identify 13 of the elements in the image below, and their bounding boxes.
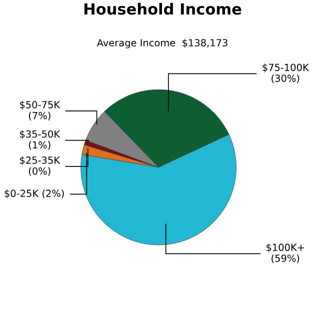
- data-label: (59%): [272, 254, 300, 264]
- slice-label: $100K+: [266, 244, 304, 252]
- chart-subtitle: Average Income $138,173: [96, 38, 228, 48]
- text: (0%): [28, 167, 50, 176]
- slice-label: $50-75K: [20, 100, 60, 110]
- data-label: (7%): [28, 112, 50, 120]
- chart-title: Household Income: [84, 2, 242, 15]
- slice-label: $75-100K: [262, 64, 310, 72]
- data-label: (1%): [28, 141, 50, 150]
- slice-label: $35-50K: [20, 130, 60, 139]
- legend-label: $25-35K: [20, 156, 60, 166]
- slice-label: $0-25K (2%): [4, 190, 64, 198]
- data-label: (30%): [272, 74, 300, 84]
